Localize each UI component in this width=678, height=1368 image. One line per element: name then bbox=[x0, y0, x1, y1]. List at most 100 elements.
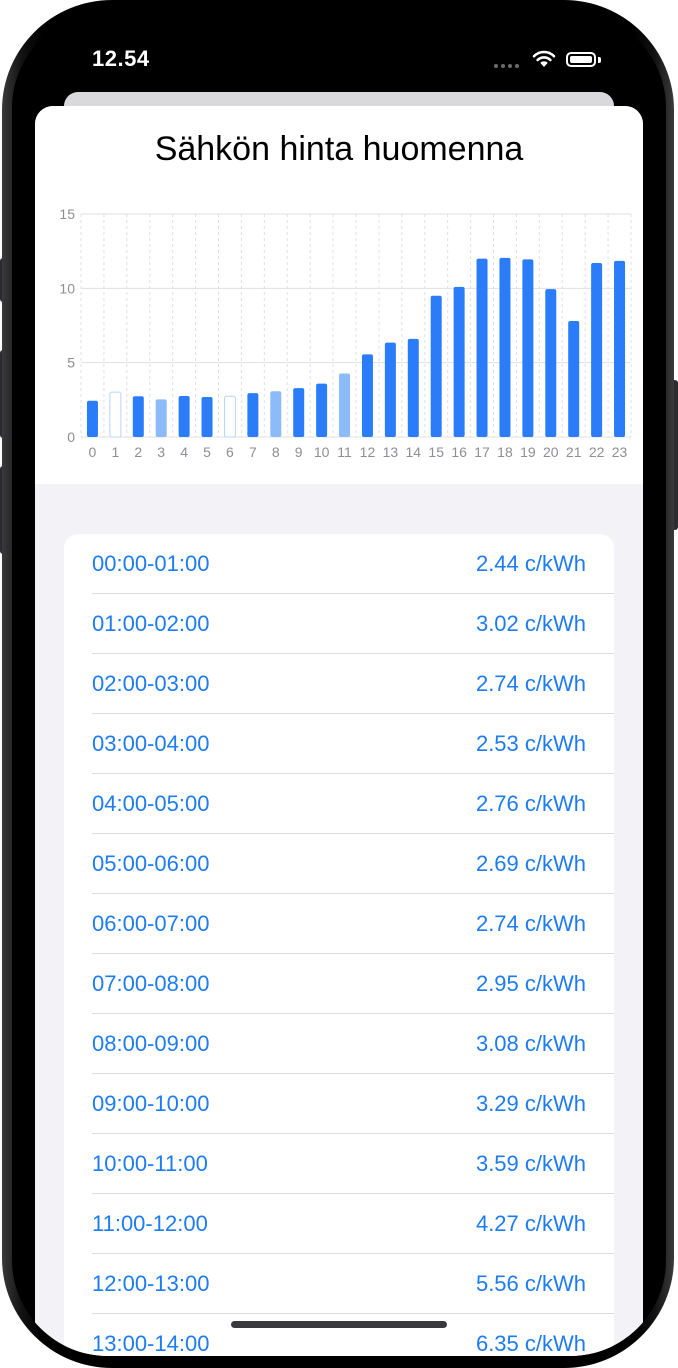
x-tick-label: 20 bbox=[543, 444, 559, 460]
row-separator bbox=[92, 593, 614, 594]
x-tick-label: 4 bbox=[180, 444, 188, 460]
row-separator bbox=[92, 1133, 614, 1134]
chart-bar[interactable] bbox=[476, 258, 488, 437]
x-tick-label: 16 bbox=[451, 444, 467, 460]
row-separator bbox=[92, 1013, 614, 1014]
x-tick-label: 21 bbox=[566, 444, 582, 460]
chart-bar[interactable] bbox=[201, 397, 213, 437]
chart-bar[interactable] bbox=[132, 396, 144, 437]
price-row-value: 2.74 c/kWh bbox=[475, 911, 586, 936]
chart-bar[interactable] bbox=[178, 395, 190, 437]
price-row-time: 13:00-14:00 bbox=[92, 1331, 210, 1356]
price-row-value: 3.29 c/kWh bbox=[475, 1091, 586, 1116]
price-row-time: 05:00-06:00 bbox=[92, 851, 210, 876]
chart-bar[interactable] bbox=[407, 338, 419, 437]
price-row[interactable]: 08:00-09:00 3.08 c/kWh bbox=[64, 1014, 614, 1074]
row-separator bbox=[92, 1313, 614, 1314]
row-separator bbox=[92, 1253, 614, 1254]
status-bar: 12.54 bbox=[12, 12, 666, 102]
chart-header: Sähkön hinta huomenna 0 5 10 15 0 1 2 3 4 5 6 7 8 9 10… bbox=[35, 106, 643, 484]
x-tick-label: 8 bbox=[272, 444, 280, 460]
chart-bar[interactable] bbox=[361, 354, 373, 437]
x-tick-label: 10 bbox=[314, 444, 330, 460]
chart-bar[interactable] bbox=[293, 388, 305, 437]
x-tick-label: 18 bbox=[497, 444, 513, 460]
y-tick-label: 0 bbox=[67, 429, 75, 445]
chart-bar[interactable] bbox=[86, 400, 98, 437]
price-row-time: 01:00-02:00 bbox=[92, 611, 210, 636]
chart-bar[interactable] bbox=[155, 399, 167, 437]
price-row-value: 3.02 c/kWh bbox=[475, 611, 586, 636]
price-row[interactable]: 12:00-13:00 5.56 c/kWh bbox=[64, 1254, 614, 1314]
row-separator bbox=[92, 893, 614, 894]
page-title: Sähkön hinta huomenna bbox=[154, 130, 524, 168]
price-row-value: 2.69 c/kWh bbox=[475, 851, 586, 876]
price-list[interactable]: 00:00-01:00 2.44 c/kWh 01:00-02:00 3.02 c/k… bbox=[64, 534, 614, 1356]
chart-bar[interactable] bbox=[223, 395, 236, 438]
chart-bar[interactable] bbox=[109, 391, 122, 438]
chart-bar[interactable] bbox=[499, 257, 511, 437]
x-tick-label: 5 bbox=[203, 444, 211, 460]
price-row[interactable]: 06:00-07:00 2.74 c/kWh bbox=[64, 894, 614, 954]
price-row-time: 03:00-04:00 bbox=[92, 731, 210, 756]
chart-bar[interactable] bbox=[522, 259, 534, 437]
x-tick-label: 13 bbox=[383, 444, 399, 460]
chart-bar[interactable] bbox=[339, 373, 351, 437]
price-row-value: 5.56 c/kWh bbox=[475, 1271, 586, 1296]
x-tick-label: 11 bbox=[337, 444, 352, 460]
price-row[interactable]: 10:00-11:00 3.59 c/kWh bbox=[64, 1134, 614, 1194]
modal-sheet[interactable]: Sähkön hinta huomenna 0 5 10 15 0 1 2 3 4 5 6 7 8 9 10… bbox=[35, 106, 643, 1356]
price-row[interactable]: 13:00-14:00 6.35 c/kWh bbox=[64, 1314, 614, 1356]
price-row[interactable]: 01:00-02:00 3.02 c/kWh bbox=[64, 594, 614, 654]
price-row-time: 09:00-10:00 bbox=[92, 1091, 210, 1116]
chart-bar[interactable] bbox=[270, 391, 282, 437]
x-tick-label: 0 bbox=[89, 444, 97, 460]
price-row[interactable]: 02:00-03:00 2.74 c/kWh bbox=[64, 654, 614, 714]
row-separator bbox=[92, 833, 614, 834]
chart-bar[interactable] bbox=[568, 321, 580, 437]
x-tick-label: 7 bbox=[249, 444, 257, 460]
price-row[interactable]: 05:00-06:00 2.69 c/kWh bbox=[64, 834, 614, 894]
chart-bar[interactable] bbox=[316, 383, 328, 437]
price-row[interactable]: 11:00-12:00 4.27 c/kWh bbox=[64, 1194, 614, 1254]
wifi-icon bbox=[532, 50, 556, 67]
chart-bar[interactable] bbox=[453, 286, 465, 437]
screen: 12.54 Sähkön hinta huomenna 0 5 10 15 0 1 2 3 4 5… bbox=[12, 12, 666, 1356]
price-row-time: 12:00-13:00 bbox=[92, 1271, 210, 1296]
price-row-value: 2.74 c/kWh bbox=[475, 671, 586, 696]
price-row-time: 10:00-11:00 bbox=[92, 1151, 208, 1176]
battery-icon bbox=[566, 52, 596, 67]
y-tick-label: 5 bbox=[67, 355, 75, 371]
price-row-time: 06:00-07:00 bbox=[92, 911, 210, 936]
x-tick-label: 14 bbox=[406, 444, 422, 460]
price-row[interactable]: 03:00-04:00 2.53 c/kWh bbox=[64, 714, 614, 774]
row-separator bbox=[92, 1073, 614, 1074]
home-indicator[interactable] bbox=[231, 1321, 447, 1328]
price-row[interactable]: 04:00-05:00 2.76 c/kWh bbox=[64, 774, 614, 834]
price-row[interactable]: 09:00-10:00 3.29 c/kWh bbox=[64, 1074, 614, 1134]
x-tick-label: 6 bbox=[226, 444, 234, 460]
price-row-value: 2.44 c/kWh bbox=[475, 551, 586, 576]
chart-bar[interactable] bbox=[247, 393, 259, 437]
price-row[interactable]: 00:00-01:00 2.44 c/kWh bbox=[64, 534, 614, 594]
chart-bar[interactable] bbox=[545, 289, 557, 437]
price-row-time: 02:00-03:00 bbox=[92, 671, 210, 696]
y-tick-label: 15 bbox=[59, 206, 75, 222]
price-row-value: 2.95 c/kWh bbox=[475, 971, 586, 996]
price-row-time: 00:00-01:00 bbox=[92, 551, 210, 576]
chart-bar[interactable] bbox=[591, 263, 603, 437]
x-tick-label: 9 bbox=[295, 444, 303, 460]
price-row[interactable]: 07:00-08:00 2.95 c/kWh bbox=[64, 954, 614, 1014]
x-tick-label: 19 bbox=[520, 444, 536, 460]
price-row-time: 07:00-08:00 bbox=[92, 971, 210, 996]
chart-bar[interactable] bbox=[614, 260, 626, 437]
row-separator bbox=[92, 1193, 614, 1194]
price-row-time: 11:00-12:00 bbox=[92, 1211, 208, 1236]
chart-bar[interactable] bbox=[384, 342, 396, 437]
chart-bar[interactable] bbox=[430, 295, 442, 437]
price-row-value: 6.35 c/kWh bbox=[475, 1331, 586, 1356]
x-tick-label: 17 bbox=[474, 444, 490, 460]
row-separator bbox=[92, 713, 614, 714]
